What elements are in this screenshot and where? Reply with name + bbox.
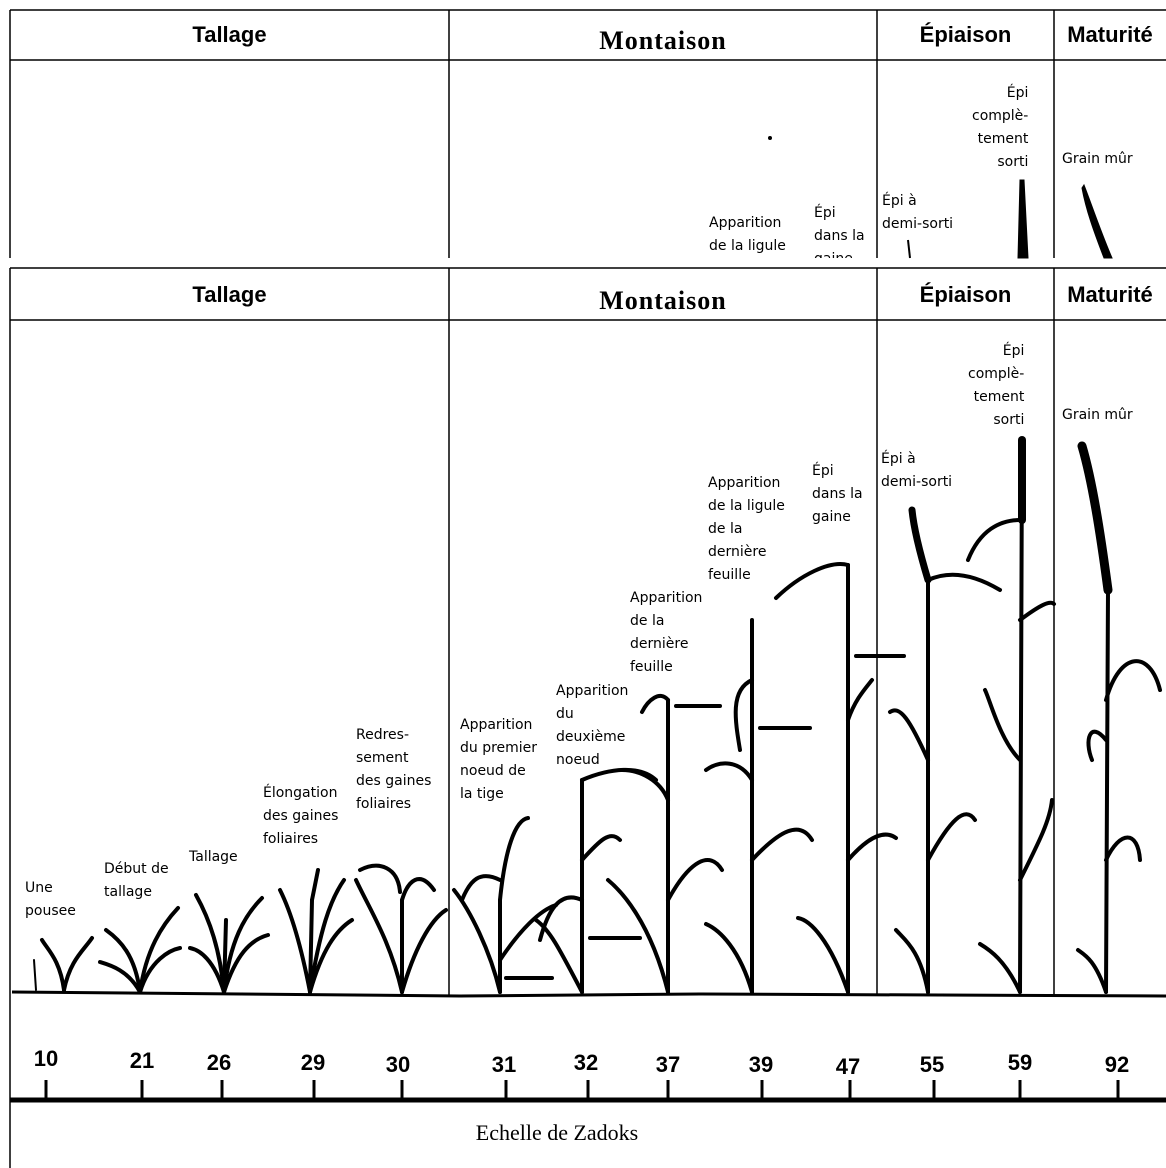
- stage-label-31: Apparition du premier noeud de la tige: [460, 717, 538, 802]
- plant-stage-21: [98, 906, 182, 994]
- zadoks-code-31: 31: [491, 1052, 517, 1077]
- plant-stage-55: [888, 506, 1002, 994]
- plant-stage-39: [704, 618, 814, 994]
- top-strip-plant-fragments: [768, 136, 1113, 259]
- stage-label-32: Apparition du deuxième noeud: [556, 683, 629, 768]
- stage-label-47: Épi dans la gaine: [812, 463, 863, 525]
- plant-stage-30: [354, 863, 448, 994]
- top-strip-clip: Épi complè- tement sorti Grain mûr Épi à…: [0, 60, 1166, 258]
- plant-stage-92: [1076, 441, 1162, 994]
- phase-maturite: Maturité: [1067, 282, 1153, 307]
- zadoks-code-29: 29: [300, 1050, 326, 1075]
- stage-label-30: Redres- sement des gaines foliaires: [356, 727, 432, 812]
- zadoks-code-39: 39: [748, 1052, 774, 1077]
- top-label-grain-mur: Grain mûr: [1062, 151, 1133, 167]
- phase-montaison: Montaison: [599, 286, 727, 315]
- scale-title: Echelle de Zadoks: [475, 1120, 639, 1145]
- plant-stage-31: [452, 816, 558, 994]
- main-frame: [9, 267, 1166, 1168]
- zadoks-code-47: 47: [835, 1054, 861, 1079]
- stage-label-29: Élongation des gaines foliaires: [263, 785, 339, 847]
- top-strip-frame: [9, 9, 1166, 258]
- plant-stage-26: [188, 893, 270, 994]
- zadoks-code-59: 59: [1007, 1050, 1033, 1075]
- zadoks-code-26: 26: [206, 1050, 232, 1075]
- stage-label-59: Épi complè- tement sorti: [968, 343, 1025, 428]
- stage-label-92: Grain mûr: [1062, 407, 1133, 423]
- top-label-apparition-ligule: Apparition de la ligule: [709, 215, 786, 254]
- zadoks-code-92: 92: [1104, 1052, 1130, 1077]
- stage-label-26: Tallage: [189, 849, 238, 865]
- plant-stage-10: [33, 936, 94, 992]
- stage-label-39: Apparition de la ligule de la dernière f…: [708, 475, 785, 583]
- top-label-epi-gaine: Épi dans la gaine: [814, 205, 865, 258]
- zadoks-code-21: 21: [129, 1048, 155, 1073]
- top-phase-montaison: Montaison: [599, 26, 727, 55]
- plant-stage-29: [278, 868, 354, 994]
- plant-stage-37: [606, 693, 724, 994]
- top-label-epi-demi: Épi à demi-sorti: [882, 193, 954, 232]
- zadoks-code-30: 30: [385, 1052, 411, 1077]
- top-phase-maturite: Maturité: [1067, 22, 1153, 47]
- stage-label-21: Début de tallage: [104, 861, 169, 900]
- phase-tallage: Tallage: [192, 282, 267, 307]
- zadoks-code-55: 55: [919, 1052, 945, 1077]
- phase-epiaison: Épiaison: [919, 282, 1012, 307]
- scale-ticks: [44, 1080, 1120, 1100]
- zadoks-code-37: 37: [655, 1052, 681, 1077]
- stage-label-37: Apparition de la dernière feuille: [630, 590, 703, 675]
- zadoks-code-32: 32: [573, 1050, 599, 1075]
- plant-stage-32: [534, 767, 658, 994]
- zadoks-code-10: 10: [33, 1046, 59, 1071]
- ground-line: [11, 990, 1166, 998]
- stage-label-55: Épi à demi-sorti: [881, 451, 953, 490]
- top-phase-epiaison: Épiaison: [919, 22, 1012, 47]
- plant-stage-47: [774, 562, 906, 994]
- top-label-epi-complet: Épi complè- tement sorti: [972, 85, 1029, 170]
- top-phase-tallage: Tallage: [192, 22, 267, 47]
- stage-label-10: Une pousee: [25, 880, 76, 919]
- plant-stage-59: [966, 436, 1056, 994]
